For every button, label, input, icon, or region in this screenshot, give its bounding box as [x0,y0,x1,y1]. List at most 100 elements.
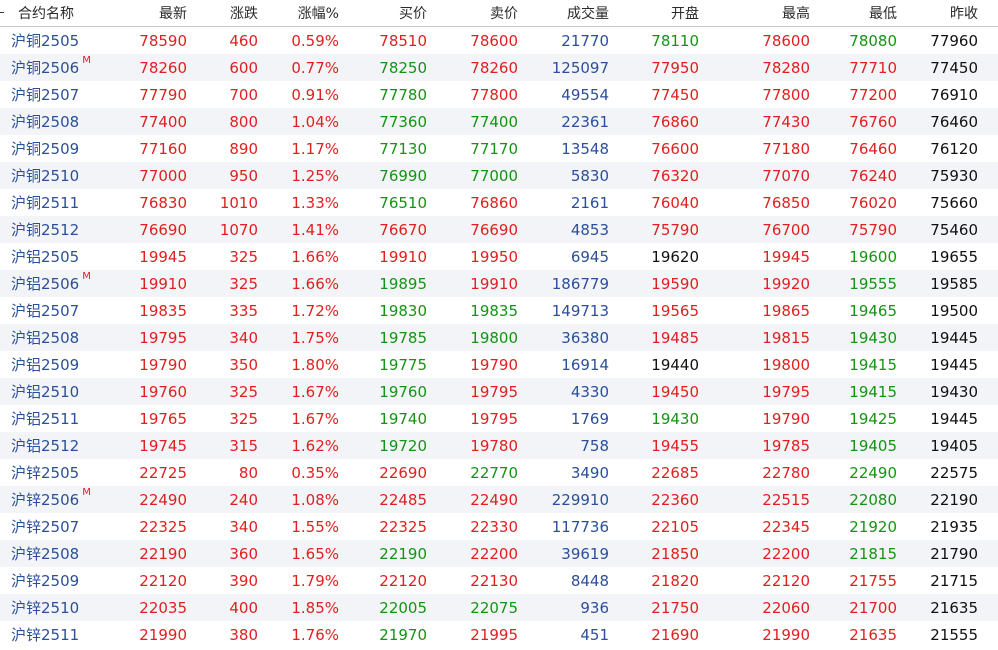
col-header-bid[interactable]: 买价 [339,0,427,27]
col-header-change-pct[interactable]: 涨幅% [258,0,339,27]
cell-volume: 39619 [561,544,609,563]
contract-name[interactable]: 沪铝2505 [0,243,104,270]
table-row[interactable]: 沪铜2505 78590 460 0.59% 78510 78600 21770 78110 7… [0,27,998,55]
contract-name-text: 沪锌2508 [11,545,80,563]
table-row[interactable]: 沪锌2507 22325 340 1.55% 22325 22330 117736 22105… [0,513,998,540]
col-header-name[interactable]: 合约名称 [0,0,104,27]
table-row[interactable]: 沪铜2512 76690 1070 1.41% 76670 76690 4853 75790 7… [0,216,998,243]
cell-prev-close: 21635 [930,598,978,617]
table-row[interactable]: 沪铝2509 19790 350 1.80% 19775 19790 16914 19440 1… [0,351,998,378]
contract-name[interactable]: 沪铜2508 [0,108,104,135]
cell-change-pct: 1.76% [291,625,339,644]
cell-open: 19450 [651,382,699,401]
col-header-last[interactable]: 最新 [104,0,187,27]
table-row[interactable]: 沪铝2510 19760 325 1.67% 19760 19795 4330 19450 19… [0,378,998,405]
cell-ask: 22490 [470,490,518,509]
col-header-low[interactable]: 最低 [810,0,897,27]
contract-name[interactable]: 沪锌2509 [0,567,104,594]
contract-name[interactable]: 沪铜2512 [0,216,104,243]
cell-change-pct: 1.75% [291,328,339,347]
col-header-ask[interactable]: 卖价 [427,0,518,27]
contract-name-text: 沪铜2505 [11,32,80,50]
contract-name[interactable]: 沪铜2511 [0,189,104,216]
table-row[interactable]: 沪锌2506 M 22490 240 1.08% 22485 22490 229910 2236… [0,486,998,513]
table-row[interactable]: 沪铝2512 19745 315 1.62% 19720 19780 758 19455 197… [0,432,998,459]
cell-change: 700 [229,85,258,104]
table-row[interactable]: 沪锌2508 22190 360 1.65% 22190 22200 39619 21850 2… [0,540,998,567]
table-row[interactable]: 沪铜2508 77400 800 1.04% 77360 77400 22361 76860 7… [0,108,998,135]
contract-name-text: 沪铜2511 [11,194,80,212]
contract-name-text: 沪锌2509 [11,572,80,590]
contract-name-text: 沪铝2510 [11,383,80,401]
cell-change: 380 [229,625,258,644]
contract-name[interactable]: 沪铜2506 M [0,54,104,81]
table-row[interactable]: 沪铜2506 M 78260 600 0.77% 78250 78260 125097 7795… [0,54,998,81]
contract-name[interactable]: 沪锌2506 M [0,486,104,513]
col-header-change[interactable]: 涨跌 [187,0,258,27]
cell-bid: 22005 [379,598,427,617]
contract-name[interactable]: 沪铝2507 [0,297,104,324]
contract-name[interactable]: 沪铝2510 [0,378,104,405]
cell-change-pct: 1.33% [291,193,339,212]
cell-high: 19865 [762,301,810,320]
table-row[interactable]: 沪锌2505 22725 80 0.35% 22690 22770 3490 22685 227… [0,459,998,486]
cell-open: 21750 [651,598,699,617]
col-header-high[interactable]: 最高 [699,0,810,27]
contract-name[interactable]: 沪铝2512 [0,432,104,459]
cell-change: 350 [229,355,258,374]
contract-name-text: 沪铜2509 [11,140,80,158]
cell-bid: 19760 [379,382,427,401]
cell-change-pct: 1.08% [291,490,339,509]
cell-change: 325 [229,409,258,428]
table-row[interactable]: 沪锌2509 22120 390 1.79% 22120 22130 8448 21820 22… [0,567,998,594]
col-header-open[interactable]: 开盘 [609,0,699,27]
cell-low: 21755 [849,571,897,590]
cell-last: 19745 [139,436,187,455]
contract-name[interactable]: 沪铝2508 [0,324,104,351]
cell-low: 22080 [849,490,897,509]
cell-change: 360 [229,544,258,563]
contract-name[interactable]: 沪锌2505 [0,459,104,486]
cell-open: 21850 [651,544,699,563]
table-row[interactable]: 沪铝2508 19795 340 1.75% 19785 19800 36380 19485 1… [0,324,998,351]
contract-name[interactable]: 沪铜2510 [0,162,104,189]
cell-ask: 19795 [470,409,518,428]
contract-name[interactable]: 沪锌2510 [0,594,104,621]
table-row[interactable]: 沪铜2507 77790 700 0.91% 77780 77800 49554 77450 7… [0,81,998,108]
contract-name[interactable]: 沪铜2505 [0,27,104,55]
col-header-volume[interactable]: 成交量 [518,0,609,27]
cell-change-pct: 1.67% [291,409,339,428]
cell-high: 77180 [762,139,810,158]
cell-change-pct: 0.77% [291,58,339,77]
cell-low: 19600 [849,247,897,266]
cell-open: 76860 [651,112,699,131]
cell-bid: 76990 [379,166,427,185]
cell-prev-close: 19585 [930,274,978,293]
contract-name[interactable]: 沪铝2506 M [0,270,104,297]
contract-name[interactable]: 沪铜2507 [0,81,104,108]
contract-name[interactable]: 沪锌2508 [0,540,104,567]
table-row[interactable]: 沪锌2510 22035 400 1.85% 22005 22075 936 21750 220… [0,594,998,621]
contract-name[interactable]: 沪锌2507 [0,513,104,540]
table-row[interactable]: 沪铜2509 77160 890 1.17% 77130 77170 13548 76600 7… [0,135,998,162]
table-row[interactable]: 沪铜2511 76830 1010 1.33% 76510 76860 2161 76040 7… [0,189,998,216]
contract-name[interactable]: 沪铜2509 [0,135,104,162]
cell-volume: 936 [580,598,609,617]
contract-name[interactable]: 沪铝2509 [0,351,104,378]
cell-prev-close: 75660 [930,193,978,212]
table-row[interactable]: 沪铝2507 19835 335 1.72% 19830 19835 149713 19565… [0,297,998,324]
cell-prev-close: 76120 [930,139,978,158]
cell-last: 22035 [139,598,187,617]
cell-bid: 19720 [379,436,427,455]
contract-name[interactable]: 沪锌2511 [0,621,104,648]
cell-low: 77710 [849,58,897,77]
table-row[interactable]: 沪铝2511 19765 325 1.67% 19740 19795 1769 19430 19… [0,405,998,432]
cell-change-pct: 0.35% [291,463,339,482]
col-header-prev-close[interactable]: 昨收 [897,0,998,27]
table-row[interactable]: 沪铝2506 M 19910 325 1.66% 19895 19910 186779 1959… [0,270,998,297]
table-row[interactable]: 沪锌2511 21990 380 1.76% 21970 21995 451 21690 219… [0,621,998,648]
cell-bid: 19830 [379,301,427,320]
contract-name[interactable]: 沪铝2511 [0,405,104,432]
table-row[interactable]: 沪铜2510 77000 950 1.25% 76990 77000 5830 76320 77… [0,162,998,189]
table-row[interactable]: 沪铝2505 19945 325 1.66% 19910 19950 6945 19620 19… [0,243,998,270]
